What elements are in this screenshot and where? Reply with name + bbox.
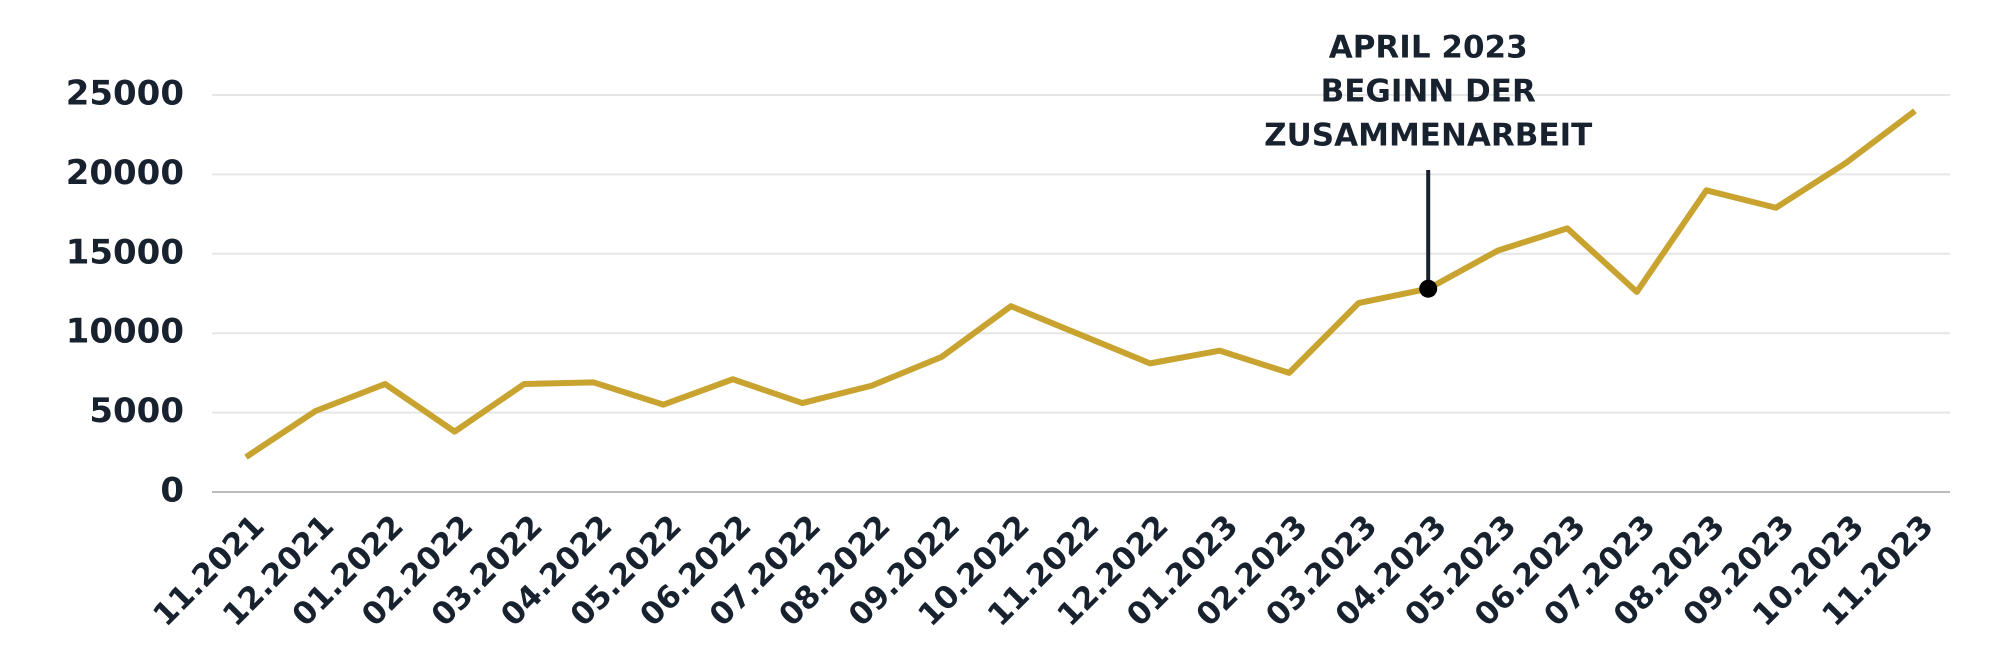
- annotation-text: BEGINN DER: [1321, 74, 1536, 110]
- annotation-text: APRIL 2023: [1329, 30, 1528, 66]
- data-line: [244, 108, 1917, 460]
- y-tick-label: 10000: [66, 312, 184, 352]
- y-tick-label: 25000: [66, 74, 184, 114]
- y-tick-label: 0: [160, 471, 184, 511]
- annotation-text: ZUSAMMENARBEIT: [1264, 118, 1592, 154]
- y-tick-label: 5000: [89, 391, 184, 431]
- y-tick-label: 15000: [66, 232, 184, 272]
- y-tick-label: 20000: [66, 153, 184, 193]
- annotation-marker: [1419, 279, 1438, 298]
